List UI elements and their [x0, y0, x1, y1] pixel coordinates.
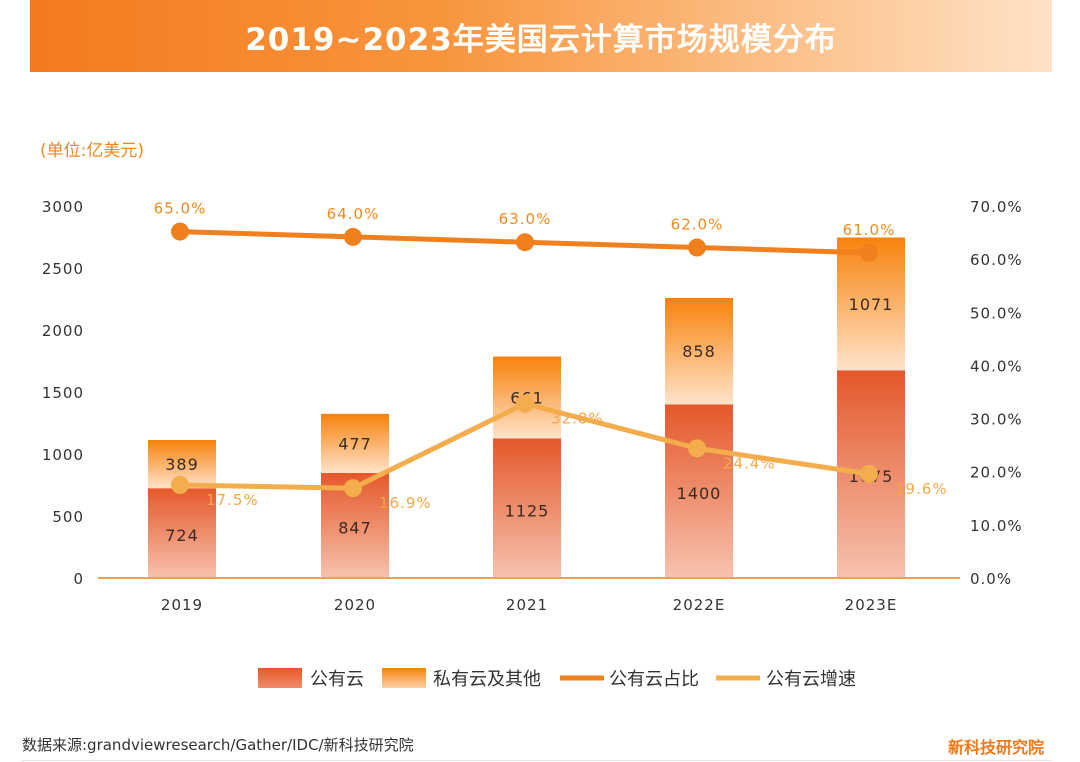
- label-public-growth-2023E: 19.6%: [895, 480, 948, 498]
- bar-label-private-cloud-2019: 389: [165, 455, 199, 474]
- y2-tick-label-5: 50.0%: [970, 304, 1023, 322]
- bar-public-cloud-2021: [493, 438, 561, 578]
- legend-label-private-cloud: 私有云及其他: [433, 669, 541, 690]
- legend-label-public-share: 公有云占比: [609, 669, 699, 690]
- legend-swatch-private-cloud: [382, 668, 426, 688]
- y-tick-label-500: 500: [52, 508, 84, 526]
- point-public-growth-2022E: [688, 439, 706, 458]
- bar-label-public-cloud-2021: 1125: [505, 501, 550, 520]
- label-public-share-2022E: 62.0%: [671, 216, 724, 234]
- label-public-growth-2021: 32.8%: [551, 410, 604, 428]
- footer-divider: [22, 760, 1052, 761]
- title-bar: 2019~2023年美国云计算市场规模分布: [30, 0, 1052, 72]
- bar-private-cloud-2022E: [665, 298, 733, 405]
- point-public-share-2022E: [688, 238, 706, 257]
- point-public-growth-2023E: [860, 464, 878, 483]
- left-axis-ticks: 0 500 1000 1500 2000 2500 3000: [42, 198, 84, 588]
- chart-title: 2019~2023年美国云计算市场规模分布: [245, 21, 837, 58]
- x-axis-ticks: 2019 2020 2021 2022E 2023E: [161, 596, 898, 614]
- point-public-share-2019: [171, 222, 189, 241]
- y-tick-label-2000: 2000: [42, 322, 84, 340]
- label-public-share-2019: 65.0%: [154, 200, 207, 218]
- lines-group: 17.5% 16.9% 32.8% 24.4% 19.6% 65.0% 64.0% 63.0%…: [154, 200, 948, 513]
- label-public-share-2021: 63.0%: [499, 210, 552, 228]
- label-public-growth-2020: 16.9%: [379, 494, 432, 512]
- label-public-share-2020: 64.0%: [327, 205, 380, 223]
- y-tick-label-1500: 1500: [42, 384, 84, 402]
- y-tick-label-0: 0: [73, 570, 84, 588]
- data-source: 数据来源:grandviewresearch/Gather/IDC/新科技研究院: [22, 736, 414, 754]
- bar-private-cloud-2020: [321, 413, 389, 473]
- y-tick-label-3000: 3000: [42, 198, 84, 216]
- bar-label-public-cloud-2022E: 1400: [677, 484, 722, 503]
- point-public-share-2021: [516, 233, 534, 252]
- x-tick-label-2023E: 2023E: [845, 596, 898, 614]
- y2-tick-label-6: 60.0%: [970, 251, 1023, 269]
- x-tick-label-2019: 2019: [161, 596, 203, 614]
- bar-label-private-cloud-2023E: 1071: [849, 295, 894, 314]
- label-public-share-2023E: 61.0%: [843, 221, 896, 239]
- y2-tick-label-2: 20.0%: [970, 464, 1023, 482]
- point-public-growth-2020: [344, 479, 362, 498]
- point-public-share-2023E: [860, 243, 878, 262]
- bar-label-public-cloud-2019: 724: [165, 526, 199, 545]
- point-public-growth-2019: [171, 476, 189, 494]
- bar-label-private-cloud-2022E: 858: [682, 342, 716, 361]
- bar-label-public-cloud-2020: 847: [338, 518, 372, 537]
- legend-label-public-cloud: 公有云: [310, 669, 364, 690]
- y-tick-label-2500: 2500: [42, 260, 84, 278]
- y2-tick-label-7: 70.0%: [970, 198, 1023, 216]
- label-public-growth-2022E: 24.4%: [723, 454, 776, 472]
- bar-public-cloud-2022E: [665, 404, 733, 578]
- x-tick-label-2022E: 2022E: [673, 596, 726, 614]
- bar-public-cloud-2019: [148, 488, 216, 578]
- x-tick-label-2020: 2020: [334, 596, 376, 614]
- y2-tick-label-3: 30.0%: [970, 411, 1023, 429]
- y-axis-unit-label: (单位:亿美元): [40, 141, 144, 161]
- bar-label-private-cloud-2020: 477: [338, 434, 372, 453]
- y2-tick-label-0: 0.0%: [970, 570, 1012, 588]
- legend-label-public-growth: 公有云增速: [766, 669, 856, 690]
- label-public-growth-2019: 17.5%: [206, 491, 259, 509]
- right-axis-ticks: 0.0% 10.0% 20.0% 30.0% 40.0% 50.0% 60.0% 70.0%: [970, 198, 1023, 588]
- point-public-growth-2021: [516, 394, 534, 413]
- point-public-share-2020: [344, 227, 362, 246]
- x-tick-label-2021: 2021: [506, 596, 548, 614]
- y-tick-label-1000: 1000: [42, 446, 84, 464]
- brand-name: 新科技研究院: [947, 738, 1044, 757]
- y2-tick-label-4: 40.0%: [970, 357, 1023, 375]
- legend: 公有云 私有云及其他 公有云占比 公有云增速: [258, 668, 856, 690]
- legend-swatch-public-cloud: [258, 668, 302, 688]
- y2-tick-label-1: 10.0%: [970, 517, 1023, 535]
